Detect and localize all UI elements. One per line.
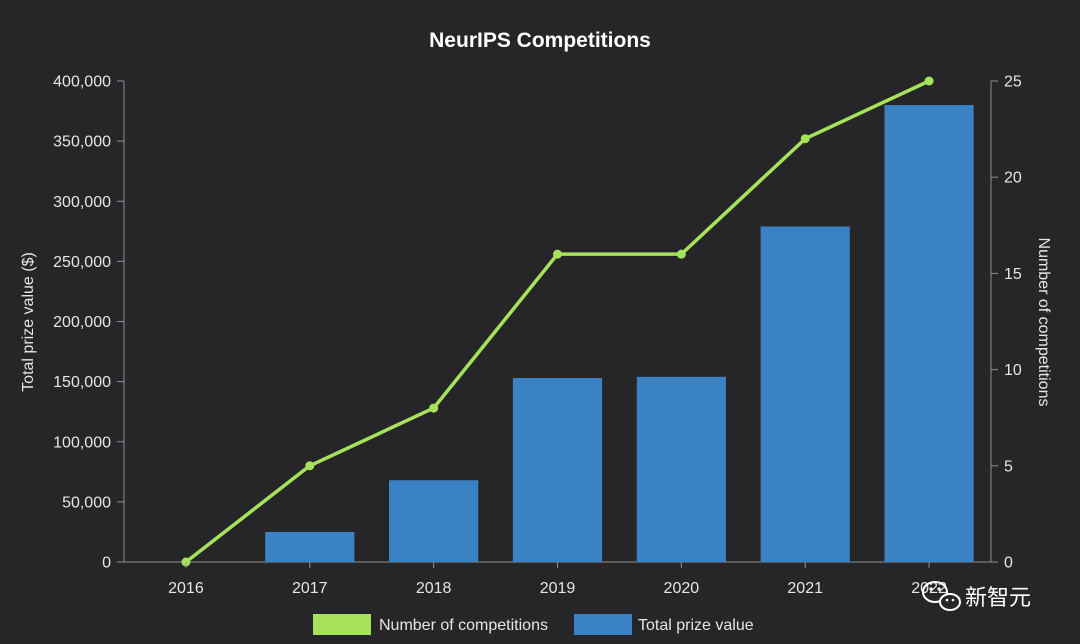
line-series (181, 76, 934, 567)
legend-swatch-total-prize-value (574, 614, 632, 635)
competitions-point[interactable] (429, 403, 439, 413)
legend-item-number-of-competitions[interactable]: Number of competitions (313, 614, 548, 635)
left-tick-label: 50,000 (62, 494, 111, 511)
prize-bar[interactable] (760, 226, 850, 562)
left-tick-label: 200,000 (53, 314, 111, 331)
competitions-point[interactable] (924, 76, 934, 86)
left-tick-label: 250,000 (53, 254, 111, 271)
right-tick-label: 15 (1004, 266, 1022, 283)
left-tick-label: 0 (102, 555, 111, 572)
chart-title: NeurIPS Competitions (429, 29, 651, 52)
right-tick-label: 0 (1004, 555, 1013, 572)
legend-swatch-number-of-competitions (313, 614, 371, 635)
x-tick-label: 2018 (416, 580, 452, 597)
x-tick-label: 2021 (787, 580, 823, 597)
right-tick-label: 5 (1004, 458, 1013, 475)
left-tick-label: 150,000 (53, 374, 111, 391)
left-tick-label: 300,000 (53, 194, 111, 211)
left-tick-label: 100,000 (53, 434, 111, 451)
watermark-text: 新智元 (965, 586, 1031, 611)
prize-bar[interactable] (636, 376, 726, 562)
x-tick-label: 2022 (911, 580, 947, 597)
prize-bar[interactable] (512, 378, 603, 562)
legend-label-number-of-competitions: Number of competitions (379, 617, 548, 634)
right-tick-label: 20 (1004, 170, 1022, 187)
bars (265, 105, 974, 563)
watermark: 新智元 (922, 581, 1031, 611)
right-tick-label: 10 (1004, 362, 1022, 379)
x-tick-label: 2017 (292, 580, 328, 597)
right-y-ticks: 0 5 10 15 20 25 (991, 74, 1022, 572)
left-y-ticks: 0 50,000 100,000 150,000 200,000 250,000 300,0… (53, 74, 124, 572)
legend: Number of competitions Total prize value (313, 614, 754, 635)
legend-item-total-prize-value[interactable]: Total prize value (574, 614, 754, 635)
x-tick-label: 2019 (540, 580, 576, 597)
left-axis-label: Total prize value ($) (20, 252, 37, 392)
right-tick-label: 25 (1004, 74, 1022, 91)
left-tick-label: 350,000 (53, 134, 111, 151)
wechat-icon (922, 581, 961, 611)
prize-bar[interactable] (389, 480, 479, 562)
left-tick-label: 400,000 (53, 74, 111, 91)
competitions-point[interactable] (800, 134, 810, 144)
legend-label-total-prize-value: Total prize value (638, 617, 754, 634)
x-tick-label: 2016 (168, 580, 204, 597)
competitions-point[interactable] (553, 249, 562, 259)
x-tick-label: 2020 (664, 580, 700, 597)
competitions-point[interactable] (676, 249, 686, 259)
competitions-point[interactable] (305, 461, 315, 471)
x-ticks: 2016 2017 2018 2019 2020 2021 2022 (168, 562, 947, 597)
prize-bar[interactable] (884, 105, 974, 563)
right-axis-label: Number of competitions (1035, 238, 1052, 407)
prize-bar[interactable] (265, 531, 355, 562)
